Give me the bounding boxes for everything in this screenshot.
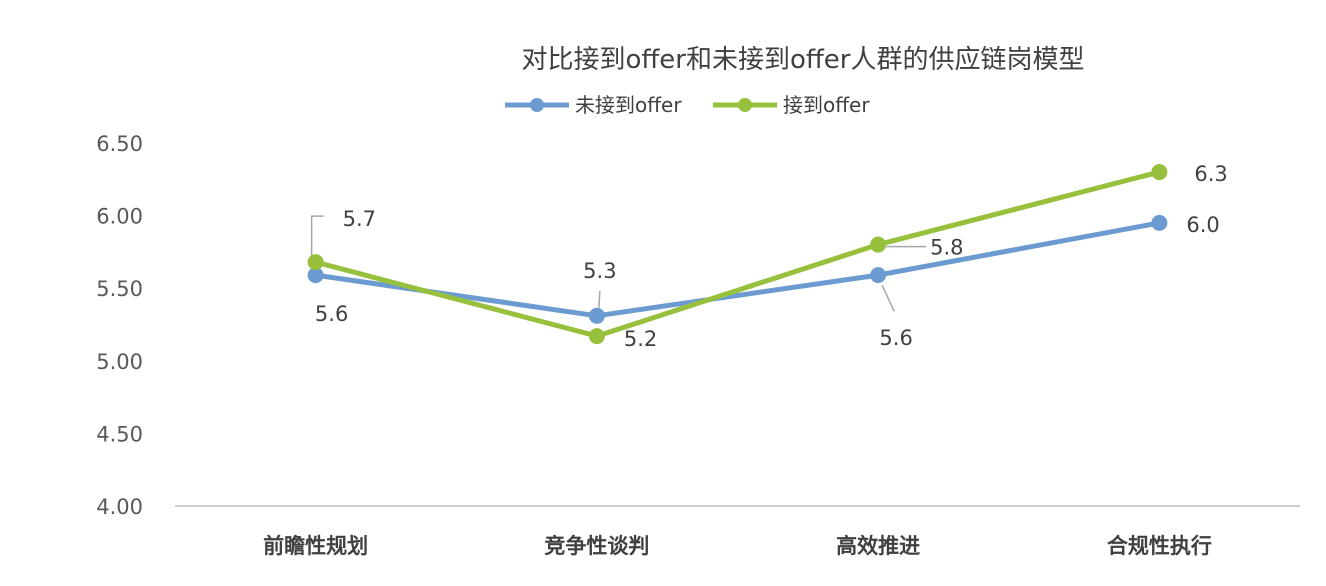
data-point: [307, 267, 324, 284]
chart-title: 对比接到offer和未接到offer人群的供应链岗模型: [521, 45, 1084, 75]
data-point: [307, 254, 324, 271]
data-label: 5.6: [315, 302, 348, 326]
data-point: [870, 267, 887, 284]
y-tick-label: 6.00: [96, 205, 143, 229]
y-tick-label: 6.50: [96, 132, 143, 156]
y-tick-label: 5.00: [96, 350, 143, 374]
x-axis: 前瞻性规划 竞争性谈判 高效推进 合规性执行: [263, 534, 1212, 558]
series-lines: [313, 169, 1162, 339]
label-leader-line: [881, 284, 895, 312]
data-point: [1151, 164, 1168, 181]
x-tick-label: 竞争性谈判: [544, 534, 649, 558]
data-label: 5.7: [343, 207, 376, 231]
data-label: 5.8: [930, 236, 963, 260]
data-label: 6.0: [1186, 213, 1219, 237]
legend-entry-series-2: 接到offer: [713, 93, 870, 117]
data-point: [870, 236, 887, 253]
data-label: 5.3: [583, 259, 616, 283]
data-labels: 5.6 5.3 5.6 6.0 5.7 5.2 5.8 6.3: [315, 162, 1228, 351]
label-leader-line: [598, 290, 601, 308]
data-point: [588, 328, 605, 345]
y-tick-label: 4.50: [96, 422, 143, 446]
legend-entry-series-1: 未接到offer: [505, 93, 682, 117]
y-tick-label: 4.00: [96, 495, 143, 519]
x-tick-label: 高效推进: [836, 534, 920, 558]
data-label: 6.3: [1194, 162, 1227, 186]
legend: 未接到offer 接到offer: [505, 93, 870, 117]
label-leader-line: [310, 215, 324, 257]
series-points: [307, 164, 1168, 345]
series-line-1: [313, 220, 1162, 319]
x-tick-label: 前瞻性规划: [263, 534, 368, 558]
x-tick-label: 合规性执行: [1107, 534, 1212, 558]
data-label: 5.2: [624, 327, 657, 351]
leader-lines: [310, 215, 927, 312]
y-axis: 4.00 4.50 5.00 5.50 6.00 6.50: [96, 132, 143, 519]
data-point: [1151, 214, 1168, 231]
data-label: 5.6: [879, 326, 912, 350]
series-line-2: [313, 169, 1162, 339]
data-point: [588, 307, 605, 324]
y-tick-label: 5.50: [96, 277, 143, 301]
legend-label-series-2: 接到offer: [783, 93, 870, 117]
legend-label-series-1: 未接到offer: [575, 93, 682, 117]
